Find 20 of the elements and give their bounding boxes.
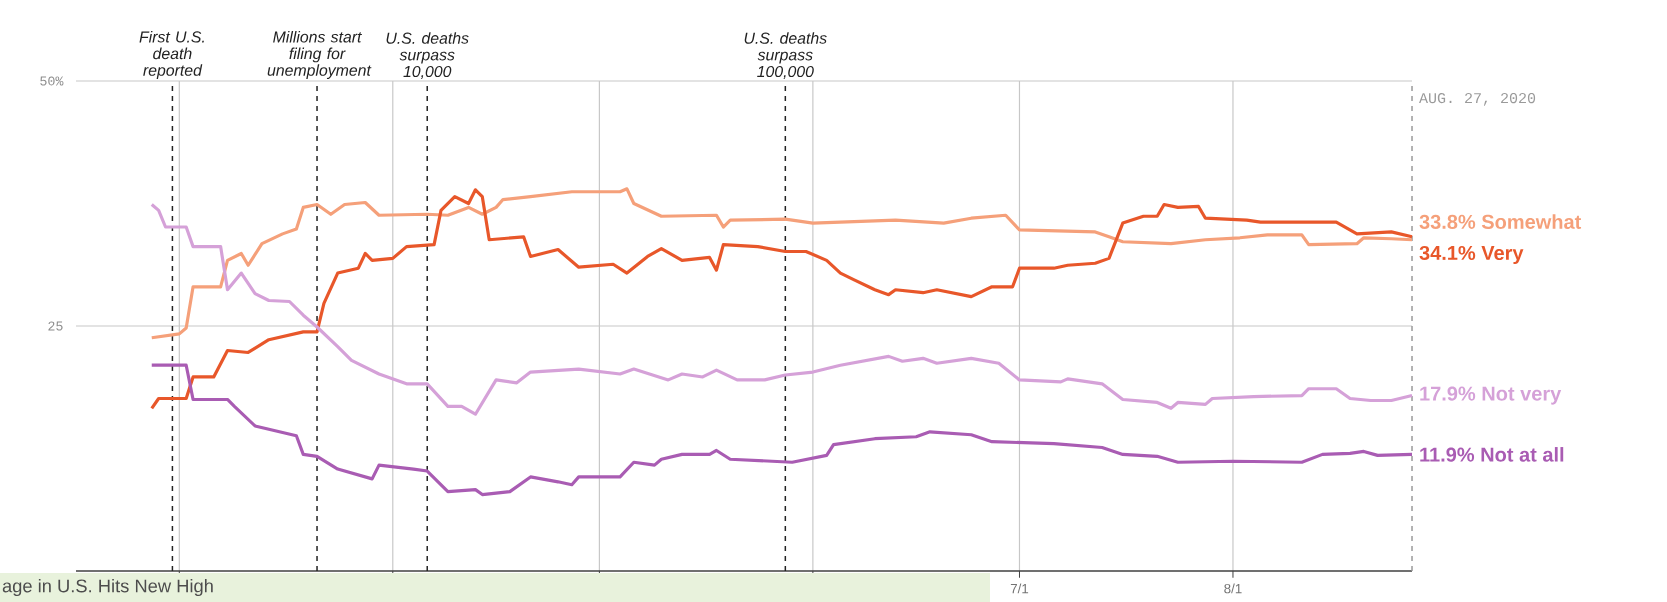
text: Not at all	[1481, 447, 1564, 462]
ref-line-label: U.S. deaths surpass 10,000	[386, 32, 469, 80]
y-tick-label: 25	[48, 321, 63, 331]
text: Somewhat	[1481, 214, 1582, 229]
ref-line-label: U.S. deaths surpass 100,000	[744, 32, 827, 80]
text: Not very	[1482, 386, 1562, 405]
ref-line-label: Millions start filing for unemployment	[267, 30, 372, 79]
ref-line-label: AUG. 27, 2020	[1419, 92, 1536, 106]
data-label: 34.1%	[1419, 245, 1476, 261]
data-label: 17.9%	[1420, 386, 1476, 401]
text: Very	[1481, 246, 1524, 265]
ref-line-label: First U.S. death reported	[139, 30, 204, 79]
x-tick-label: 7/1	[1010, 583, 1029, 594]
x-tick-label: 8/1	[1224, 583, 1242, 594]
line-series	[150, 187, 1414, 340]
data-label: 11.9%	[1420, 447, 1475, 462]
y-tick-label: 50%	[40, 76, 64, 86]
line-series	[150, 363, 1414, 497]
text: age in U.S. Hits New High	[2, 578, 213, 597]
data-label: 33.8%	[1419, 214, 1476, 229]
